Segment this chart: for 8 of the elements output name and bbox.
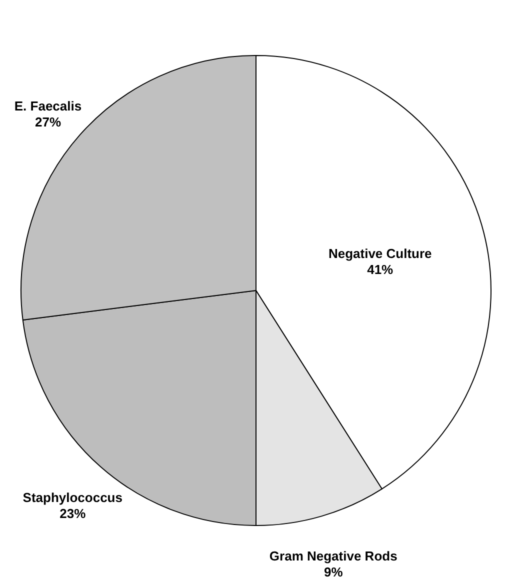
slice-label: E. Faecalis xyxy=(14,98,82,114)
data-label: 41% xyxy=(367,262,394,278)
slice-label: Staphylococcus xyxy=(22,490,122,506)
slice-label: Negative Culture xyxy=(328,246,432,262)
data-label: 9% xyxy=(324,564,344,580)
data-label: 27% xyxy=(34,114,62,130)
slice-label: Gram Negative Rods xyxy=(269,548,398,564)
data-label: 23% xyxy=(60,506,86,522)
